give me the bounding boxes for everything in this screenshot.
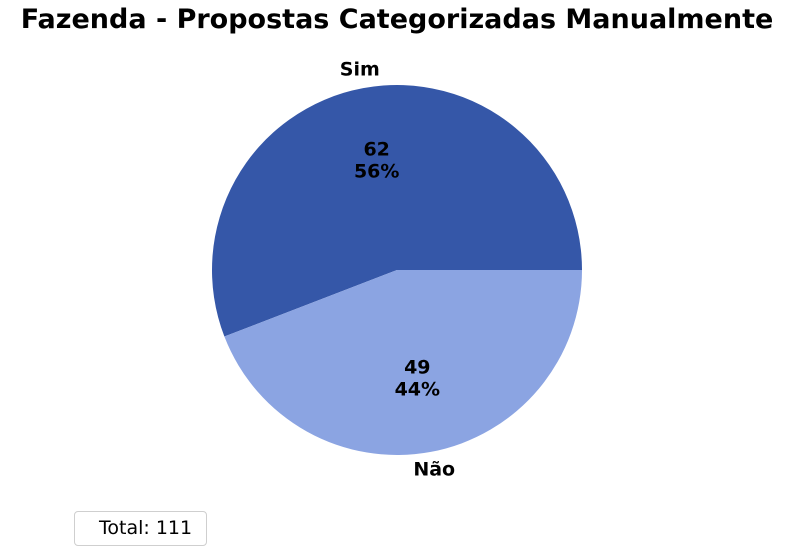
pie-slice-1 <box>224 270 583 456</box>
slice-value-1: 49 <box>404 357 430 379</box>
slice-label-1: Não <box>413 459 455 481</box>
chart-title: Fazenda - Propostas Categorizadas Manual… <box>20 4 774 35</box>
slice-percent-1: 44% <box>395 379 440 401</box>
slice-value-0: 62 <box>363 138 389 160</box>
legend-total: Total: 111 <box>74 511 207 546</box>
slice-percent-0: 56% <box>354 160 399 182</box>
pie-slice-0 <box>212 85 583 337</box>
slice-label-0: Sim <box>340 58 380 80</box>
